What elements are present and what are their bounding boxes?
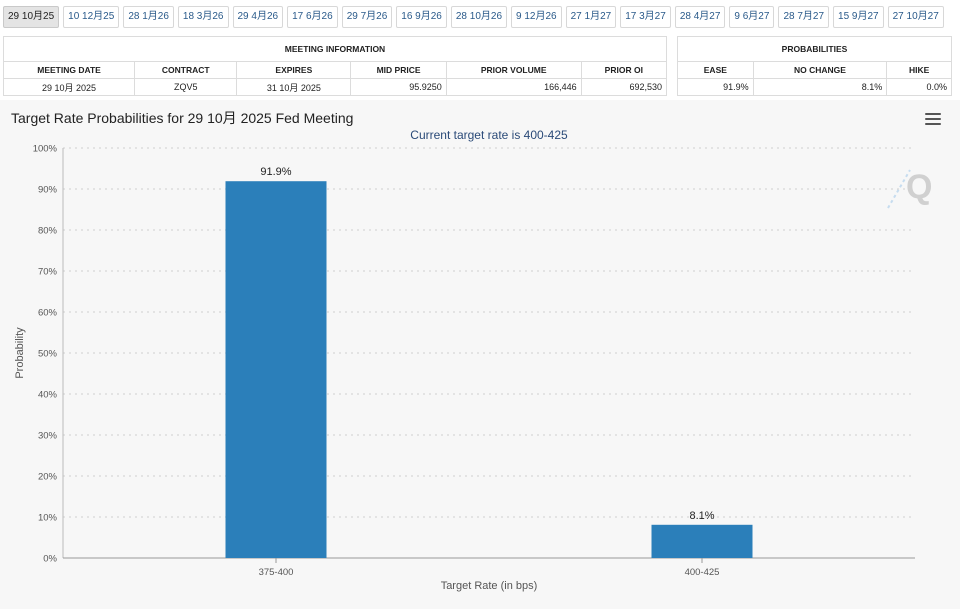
y-tick-label: 90% <box>38 185 58 196</box>
chart-title: Target Rate Probabilities for 29 10月 202… <box>11 110 354 126</box>
column-prior-volume: PRIOR VOLUME <box>445 61 582 79</box>
table-row: 29 10月 2025 ZQV5 31 10月 2025 95.9250 166… <box>2 78 668 96</box>
tab-meeting-16[interactable]: 27 10月27 <box>887 6 944 28</box>
y-tick-label: 40% <box>38 390 58 401</box>
y-tick-label: 70% <box>38 267 58 278</box>
table-row: 91.9% 8.1% 0.0% <box>677 78 952 96</box>
svg-text:Q: Q <box>906 168 932 206</box>
data-label: 8.1% <box>689 510 714 522</box>
hike-value: 0.0% <box>886 78 952 96</box>
y-tick-label: 10% <box>38 513 58 524</box>
meeting-date-tabs: 29 10月25 10 12月25 28 1月26 18 3月26 29 4月26 17 … <box>3 6 948 28</box>
probabilities-heading: PROBABILITIES <box>677 36 952 62</box>
tab-meeting-6[interactable]: 29 7月26 <box>341 6 393 28</box>
logo-watermark-icon: Q <box>887 168 932 209</box>
tab-meeting-9[interactable]: 9 12月26 <box>511 6 562 28</box>
mid-price-value: 95.9250 <box>350 78 447 96</box>
x-tick-label: 400-425 <box>685 567 720 578</box>
prior-oi-value: 692,530 <box>580 78 668 96</box>
tab-meeting-8[interactable]: 28 10月26 <box>450 6 508 28</box>
column-meeting-date: MEETING DATE <box>2 61 136 79</box>
y-tick-label: 20% <box>38 472 58 483</box>
chart-subtitle: Current target rate is 400-425 <box>410 128 568 142</box>
column-mid-price: MID PRICE <box>350 61 447 79</box>
prior-volume-value: 166,446 <box>445 78 582 96</box>
column-hike: HIKE <box>886 61 952 79</box>
y-axis-title: Probability <box>14 327 26 379</box>
tab-meeting-12[interactable]: 28 4月27 <box>674 6 726 28</box>
data-label: 91.9% <box>260 166 291 178</box>
no-change-value: 8.1% <box>752 78 888 96</box>
y-tick-label: 30% <box>38 431 58 442</box>
column-contract: CONTRACT <box>134 61 238 79</box>
y-tick-label: 60% <box>38 308 58 319</box>
bar-400-425 <box>651 524 753 558</box>
tab-meeting-15[interactable]: 15 9月27 <box>833 6 884 28</box>
column-ease: EASE <box>677 61 754 79</box>
meeting-date-value: 29 10月 2025 <box>2 78 136 96</box>
tab-meeting-3[interactable]: 18 3月26 <box>177 6 229 28</box>
tab-meeting-1[interactable]: 10 12月25 <box>63 6 120 28</box>
tab-meeting-11[interactable]: 17 3月27 <box>620 6 671 28</box>
bar-chart: Current target rate is 400-425 0% 10% 20% 30… <box>14 128 915 592</box>
bar-375-400 <box>225 181 327 558</box>
x-axis-title: Target Rate (in bps) <box>441 580 538 592</box>
hamburger-menu-icon[interactable] <box>925 113 941 125</box>
probabilities-table: PROBABILITIES EASE NO CHANGE HIKE 91.9% … <box>677 36 952 96</box>
tab-meeting-10[interactable]: 27 1月27 <box>565 6 617 28</box>
y-tick-label: 80% <box>38 226 58 237</box>
y-tick-label: 50% <box>38 349 58 360</box>
ease-value: 91.9% <box>677 78 754 96</box>
tab-meeting-5[interactable]: 17 6月26 <box>287 6 338 28</box>
meeting-information-heading: MEETING INFORMATION <box>3 36 667 62</box>
column-no-change: NO CHANGE <box>752 61 888 79</box>
y-tick-label: 100% <box>33 144 58 155</box>
column-prior-oi: PRIOR OI <box>580 61 668 79</box>
expires-value: 31 10月 2025 <box>236 78 352 96</box>
column-expires: EXPIRES <box>236 61 352 79</box>
tab-meeting-2[interactable]: 28 1月26 <box>123 6 174 28</box>
tab-meeting-13[interactable]: 9 6月27 <box>729 6 775 28</box>
tab-meeting-7[interactable]: 16 9月26 <box>396 6 447 28</box>
x-tick-label: 375-400 <box>259 567 294 578</box>
meeting-information-table: MEETING INFORMATION MEETING DATE CONTRAC… <box>2 36 668 96</box>
chart-panel: Target Rate Probabilities for 29 10月 202… <box>0 100 960 609</box>
tab-meeting-14[interactable]: 28 7月27 <box>778 6 830 28</box>
contract-value: ZQV5 <box>134 78 238 96</box>
tab-meeting-0[interactable]: 29 10月25 <box>3 6 60 28</box>
y-tick-label: 0% <box>43 554 57 565</box>
tab-meeting-4[interactable]: 29 4月26 <box>232 6 284 28</box>
